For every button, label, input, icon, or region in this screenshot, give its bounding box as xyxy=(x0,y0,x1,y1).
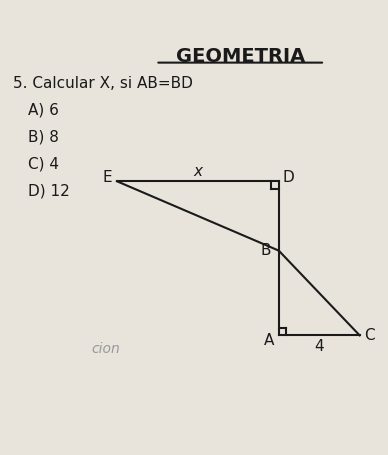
Text: C) 4: C) 4 xyxy=(28,157,59,172)
Text: D: D xyxy=(282,170,294,185)
Text: x: x xyxy=(193,164,203,179)
Text: B) 8: B) 8 xyxy=(28,130,59,145)
Text: C: C xyxy=(364,328,374,343)
Text: 5. Calcular X, si AB=BD: 5. Calcular X, si AB=BD xyxy=(13,76,193,91)
Text: D) 12: D) 12 xyxy=(28,183,70,198)
Text: B: B xyxy=(261,243,272,258)
Text: cion: cion xyxy=(91,342,120,356)
Text: GEOMETRIA: GEOMETRIA xyxy=(176,46,305,66)
Text: 4: 4 xyxy=(314,339,324,354)
Text: A: A xyxy=(264,333,274,348)
Text: A) 6: A) 6 xyxy=(28,102,59,117)
Text: E: E xyxy=(102,170,112,185)
